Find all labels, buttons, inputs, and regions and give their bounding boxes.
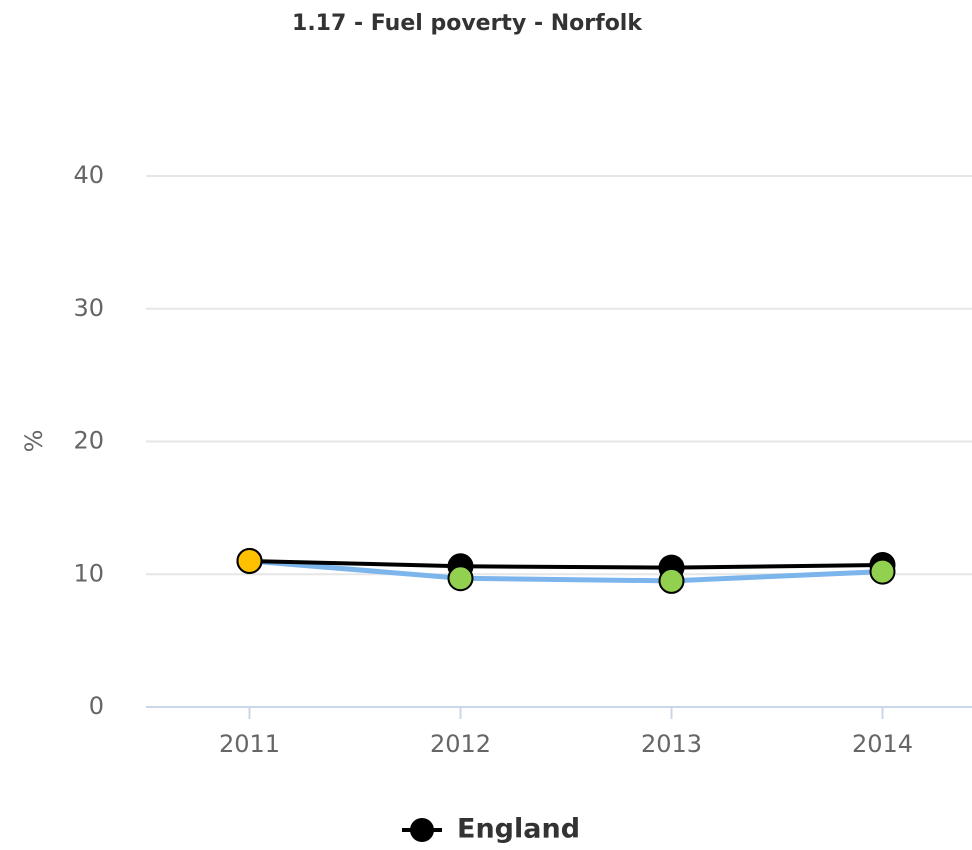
x-tick-label: 2013: [641, 730, 702, 758]
x-tick-label: 2011: [219, 730, 280, 758]
y-axis-label: %: [20, 430, 48, 453]
y-tick-label: 20: [73, 427, 104, 455]
y-tick-label: 40: [73, 161, 104, 189]
y-tick-label: 10: [73, 559, 104, 587]
y-tick-label: 30: [73, 294, 104, 322]
series-line: [249, 558, 883, 584]
y-tick-label: 0: [89, 692, 104, 720]
data-point: [869, 558, 896, 585]
chart-title: 1.17 - Fuel poverty - Norfolk: [292, 11, 643, 36]
legend-marker: [410, 818, 434, 842]
data-point: [447, 565, 474, 592]
data-point: [658, 567, 685, 594]
legend: England: [402, 814, 580, 845]
data-point: [236, 547, 263, 574]
x-tick-label: 2012: [430, 730, 491, 758]
series-line: [249, 558, 883, 570]
legend-label: England: [457, 814, 580, 845]
x-tick-label: 2014: [852, 730, 913, 758]
